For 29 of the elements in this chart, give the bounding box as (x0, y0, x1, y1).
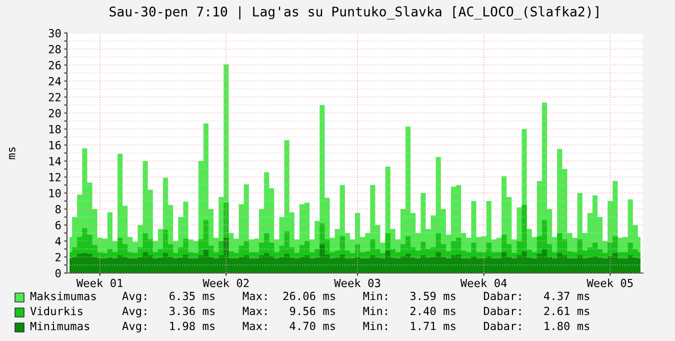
y-tick-label: 18 (49, 125, 61, 134)
y-tick-label: 4 (55, 237, 61, 246)
y-tick-label: 14 (49, 157, 61, 166)
x-tick-label: Week 03 (334, 278, 380, 288)
chart-title: Sau-30-pen 7:10 | Lag'as su Puntuko_Slavka [AC_LOCO_(Slafka2)] (110, 6, 598, 20)
x-tick-label: Week 02 (202, 278, 249, 288)
y-tick-label: 2 (56, 253, 60, 262)
legend-label: Vidurkis (30, 306, 82, 316)
y-tick-label: 20 (48, 109, 61, 118)
y-tick-label: 22 (48, 93, 60, 102)
y-tick-label: 30 (48, 29, 61, 38)
y-tick-label: 24 (48, 77, 61, 86)
y-tick-label: 26 (48, 61, 61, 70)
legend-label: Maksimumas (30, 292, 96, 300)
y-tick-label: 28 (48, 45, 61, 54)
text: Avg: 3.36 ms Max: 9.56 ms Min: 2.40 ms Dabar: 2.61 ms (122, 306, 590, 318)
y-tick-label: 8 (55, 205, 61, 214)
y-tick-label: 12 (49, 173, 60, 182)
x-tick-label: Week 01 (76, 278, 122, 288)
text: Avg: 6.35 ms Max: 26.06 ms Min: 3.59 ms Dabar: 4.37 ms (122, 292, 590, 302)
y-axis-title: ms (8, 147, 16, 160)
legend-label: Minimumas (30, 322, 90, 330)
x-tick-label: Week 05 (586, 278, 633, 288)
y-tick-label: 6 (55, 221, 61, 230)
y-tick-label: 0 (55, 269, 61, 278)
y-tick-label: 16 (49, 141, 61, 150)
text: Avg: 1.98 ms Max: 4.70 ms Min: 1.71 ms Dabar: 1.80 ms (122, 322, 590, 332)
x-tick-label: Week 04 (460, 278, 507, 288)
y-tick-label: 10 (49, 189, 61, 198)
